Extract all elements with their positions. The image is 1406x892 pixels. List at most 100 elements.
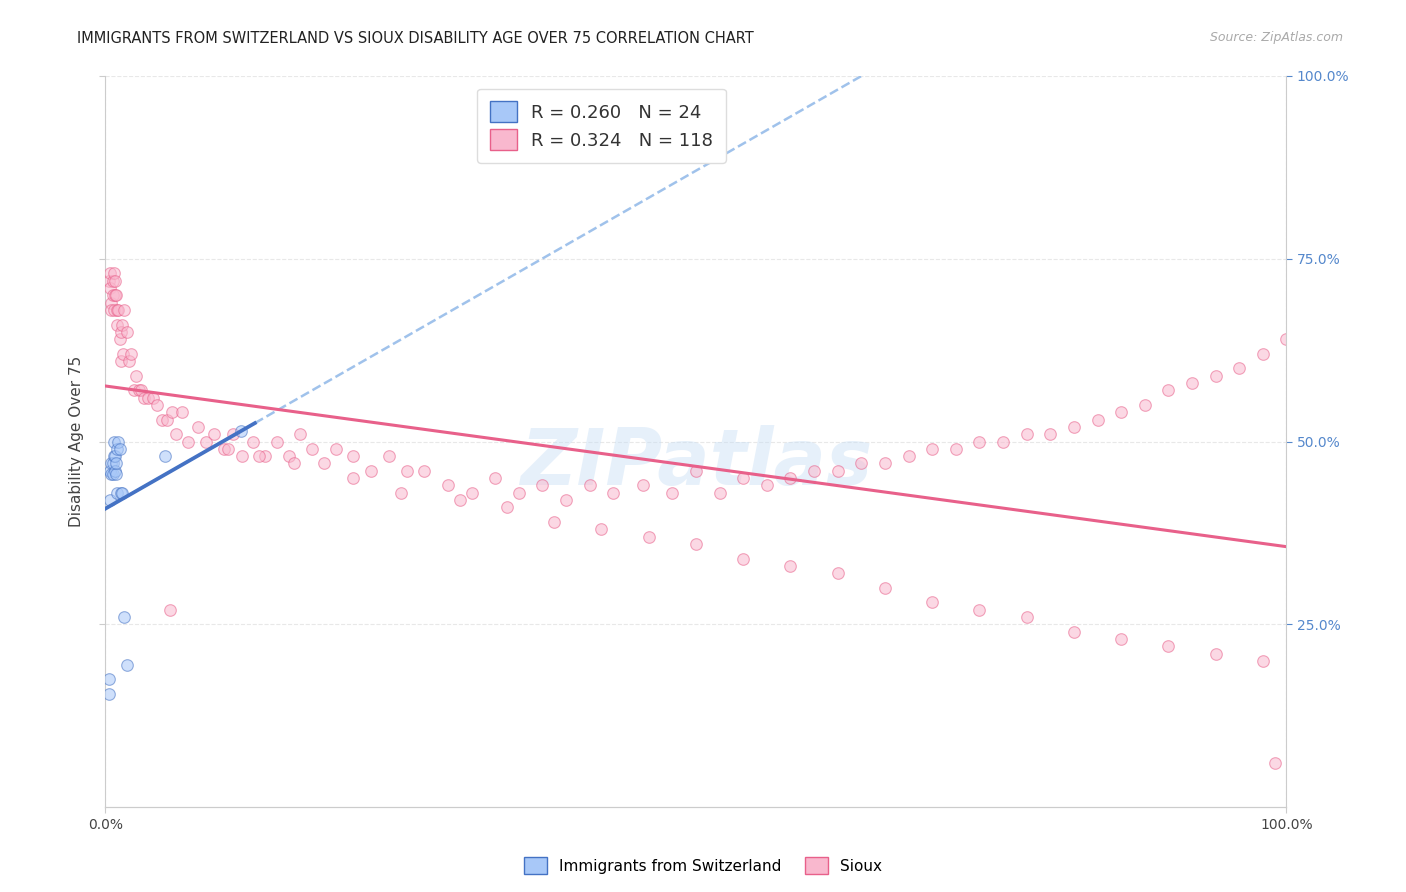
Point <box>104 449 127 463</box>
Point <box>108 442 131 456</box>
Point <box>105 442 128 456</box>
Point <box>591 522 613 536</box>
Point <box>709 485 731 500</box>
Point <box>360 464 382 478</box>
Point <box>413 464 436 478</box>
Point <box>212 442 235 456</box>
Point <box>118 354 141 368</box>
Point <box>159 603 181 617</box>
Point <box>104 288 127 302</box>
Point <box>111 485 134 500</box>
Point <box>129 384 152 398</box>
Point <box>1015 427 1038 442</box>
Point <box>508 485 530 500</box>
Point <box>921 595 943 609</box>
Point <box>101 457 124 471</box>
Point <box>101 467 124 482</box>
Text: Source: ZipAtlas.com: Source: ZipAtlas.com <box>1209 31 1343 45</box>
Point <box>112 347 135 361</box>
Point <box>112 302 135 317</box>
Point <box>194 434 217 449</box>
Point <box>637 530 659 544</box>
Point <box>98 464 121 478</box>
Point <box>160 405 183 419</box>
Point <box>107 434 129 449</box>
Text: ZIPatlas: ZIPatlas <box>520 425 872 501</box>
Legend: R = 0.260   N = 24, R = 0.324   N = 118: R = 0.260 N = 24, R = 0.324 N = 118 <box>477 88 725 162</box>
Point <box>945 442 967 456</box>
Point <box>105 485 128 500</box>
Point <box>437 478 460 492</box>
Point <box>98 493 121 508</box>
Point <box>827 566 849 581</box>
Point <box>98 281 121 295</box>
Point <box>217 442 239 456</box>
Point <box>803 464 825 478</box>
Point <box>1264 756 1286 771</box>
Point <box>1251 654 1274 668</box>
Point <box>103 434 125 449</box>
Point <box>631 478 654 492</box>
Point <box>165 427 187 442</box>
Point <box>342 449 364 463</box>
Point <box>231 449 253 463</box>
Point <box>187 420 209 434</box>
Point <box>100 295 122 310</box>
Point <box>105 457 128 471</box>
Point <box>105 318 128 332</box>
Point <box>177 434 200 449</box>
Point <box>1181 376 1204 390</box>
Point <box>484 471 506 485</box>
Point <box>231 424 253 438</box>
Point <box>921 442 943 456</box>
Point <box>1015 610 1038 624</box>
Point <box>134 391 156 405</box>
Point <box>1275 332 1298 346</box>
Point <box>733 551 755 566</box>
Point <box>969 434 991 449</box>
Point <box>107 302 129 317</box>
Point <box>104 464 127 478</box>
Point <box>202 427 225 442</box>
Point <box>378 449 401 463</box>
Point <box>105 288 128 302</box>
Point <box>969 603 991 617</box>
Point <box>112 610 135 624</box>
Point <box>1063 624 1085 639</box>
Point <box>100 302 122 317</box>
Point <box>1133 398 1156 412</box>
Point <box>301 442 323 456</box>
Point <box>578 478 600 492</box>
Point <box>125 368 148 383</box>
Point <box>496 500 519 515</box>
Point <box>111 318 134 332</box>
Point <box>897 449 920 463</box>
Point <box>150 412 173 426</box>
Point <box>142 391 165 405</box>
Point <box>110 485 132 500</box>
Point <box>389 485 412 500</box>
Point <box>1157 384 1180 398</box>
Point <box>460 485 482 500</box>
Point <box>779 558 801 573</box>
Point <box>325 442 347 456</box>
Point <box>115 657 138 672</box>
Point <box>100 457 122 471</box>
Point <box>103 266 125 280</box>
Point <box>98 274 121 288</box>
Point <box>103 302 125 317</box>
Point <box>101 274 124 288</box>
Point <box>779 471 801 485</box>
Point <box>685 537 707 551</box>
Point <box>395 464 418 478</box>
Point <box>531 478 554 492</box>
Point <box>1039 427 1062 442</box>
Point <box>1205 368 1227 383</box>
Point <box>136 391 159 405</box>
Point <box>153 449 176 463</box>
Point <box>120 347 142 361</box>
Point <box>290 427 312 442</box>
Point <box>98 673 121 687</box>
Point <box>146 398 169 412</box>
Point <box>873 581 896 595</box>
